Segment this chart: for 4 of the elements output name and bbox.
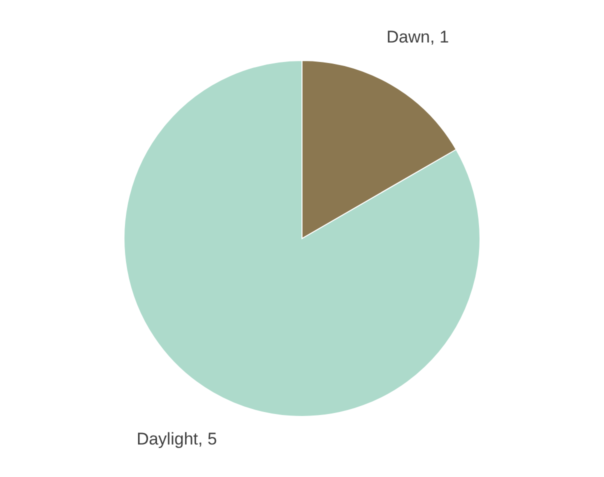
slice-label: Daylight bbox=[136, 429, 198, 448]
data-label: , 5 bbox=[198, 429, 217, 448]
slice-label: Dawn bbox=[386, 28, 430, 47]
data-label: , 1 bbox=[430, 28, 449, 47]
